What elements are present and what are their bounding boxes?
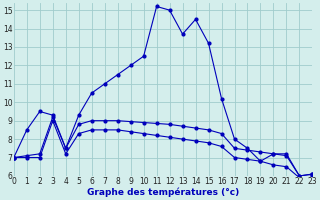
X-axis label: Graphe des températures (°c): Graphe des températures (°c) bbox=[87, 188, 239, 197]
